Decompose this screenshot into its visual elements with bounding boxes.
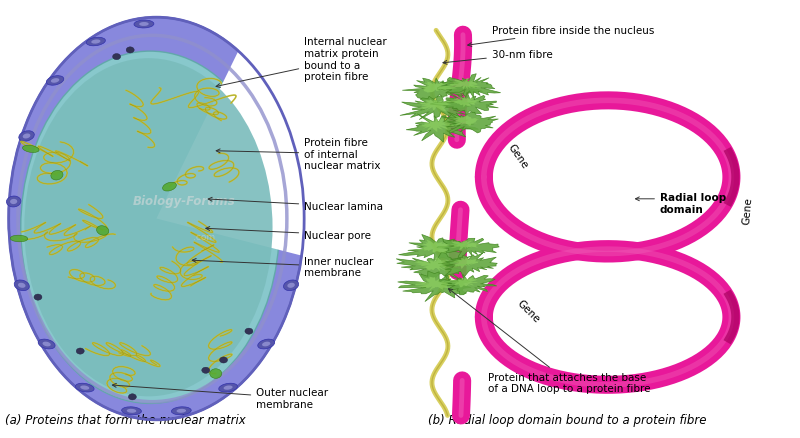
Polygon shape	[396, 253, 472, 281]
Ellipse shape	[245, 328, 253, 335]
Ellipse shape	[86, 38, 106, 47]
Polygon shape	[446, 96, 480, 108]
Text: (a) Proteins that form the nuclear matrix: (a) Proteins that form the nuclear matri…	[5, 413, 246, 426]
Polygon shape	[450, 78, 481, 91]
Wedge shape	[157, 6, 561, 312]
Polygon shape	[415, 100, 453, 113]
Ellipse shape	[162, 183, 176, 191]
Ellipse shape	[126, 409, 136, 413]
Ellipse shape	[22, 134, 30, 139]
Text: 30-nm fibre: 30-nm fibre	[443, 50, 553, 65]
Polygon shape	[442, 113, 498, 134]
Ellipse shape	[139, 23, 149, 27]
Ellipse shape	[34, 294, 42, 300]
Ellipse shape	[210, 369, 222, 378]
Ellipse shape	[76, 348, 84, 354]
Polygon shape	[406, 114, 478, 143]
Text: Internal nuclear
matrix protein
bound to a
protein fibre: Internal nuclear matrix protein bound to…	[216, 37, 387, 88]
Text: Protein that attaches the base
of a DNA loop to a protein fibre: Protein that attaches the base of a DNA …	[449, 289, 650, 393]
Ellipse shape	[219, 357, 227, 363]
Ellipse shape	[75, 383, 94, 392]
Ellipse shape	[218, 383, 238, 392]
Text: Radial loop
domain: Radial loop domain	[659, 193, 726, 215]
Ellipse shape	[10, 199, 18, 205]
Text: .com: .com	[194, 232, 215, 241]
Polygon shape	[414, 277, 451, 292]
Polygon shape	[398, 272, 471, 302]
Polygon shape	[437, 239, 499, 260]
Ellipse shape	[223, 385, 233, 390]
Polygon shape	[438, 254, 498, 278]
Text: Nuclear lamina: Nuclear lamina	[208, 198, 383, 212]
Polygon shape	[398, 235, 472, 261]
Text: Gene: Gene	[742, 196, 754, 224]
Text: (b) Radial loop domain bound to a protein fibre: (b) Radial loop domain bound to a protei…	[428, 413, 706, 426]
Ellipse shape	[50, 96, 198, 237]
Polygon shape	[450, 277, 478, 288]
Ellipse shape	[262, 342, 270, 346]
Text: Inner nuclear
membrane: Inner nuclear membrane	[192, 256, 374, 278]
Ellipse shape	[283, 280, 298, 291]
Ellipse shape	[177, 409, 186, 413]
Polygon shape	[452, 116, 480, 127]
Ellipse shape	[38, 339, 55, 349]
Ellipse shape	[134, 21, 154, 29]
Ellipse shape	[9, 18, 304, 420]
Ellipse shape	[258, 339, 274, 349]
Ellipse shape	[22, 146, 39, 153]
Polygon shape	[414, 258, 451, 272]
Ellipse shape	[126, 48, 134, 54]
Ellipse shape	[51, 171, 63, 180]
Text: Gene: Gene	[514, 297, 541, 324]
Polygon shape	[417, 82, 457, 93]
Polygon shape	[449, 257, 478, 269]
Ellipse shape	[18, 283, 26, 288]
Polygon shape	[415, 240, 452, 253]
Polygon shape	[430, 93, 498, 116]
Ellipse shape	[10, 236, 28, 242]
Polygon shape	[418, 119, 455, 133]
Text: Gene: Gene	[506, 141, 530, 170]
Ellipse shape	[42, 342, 50, 346]
Text: Protein fibre inside the nucleus: Protein fibre inside the nucleus	[468, 26, 654, 47]
Ellipse shape	[91, 40, 101, 45]
Ellipse shape	[80, 385, 90, 390]
Ellipse shape	[21, 52, 279, 403]
Ellipse shape	[287, 283, 295, 288]
Polygon shape	[438, 275, 497, 295]
Ellipse shape	[97, 226, 109, 236]
Ellipse shape	[113, 54, 121, 60]
Ellipse shape	[171, 407, 191, 415]
Ellipse shape	[46, 77, 64, 86]
Ellipse shape	[122, 407, 142, 415]
Ellipse shape	[14, 280, 30, 291]
Polygon shape	[438, 74, 501, 99]
Ellipse shape	[128, 394, 136, 400]
Ellipse shape	[6, 197, 21, 208]
Ellipse shape	[18, 131, 34, 142]
Text: Outer nuclear
membrane: Outer nuclear membrane	[112, 384, 328, 409]
Ellipse shape	[24, 59, 273, 396]
Text: Protein fibre
of internal
nuclear matrix: Protein fibre of internal nuclear matrix	[216, 138, 381, 171]
Polygon shape	[400, 96, 474, 121]
Polygon shape	[448, 241, 479, 251]
Text: Biology-Forums: Biology-Forums	[133, 195, 236, 208]
Ellipse shape	[202, 367, 210, 374]
Polygon shape	[402, 79, 482, 101]
Ellipse shape	[51, 79, 59, 84]
Text: Nuclear pore: Nuclear pore	[206, 227, 371, 240]
